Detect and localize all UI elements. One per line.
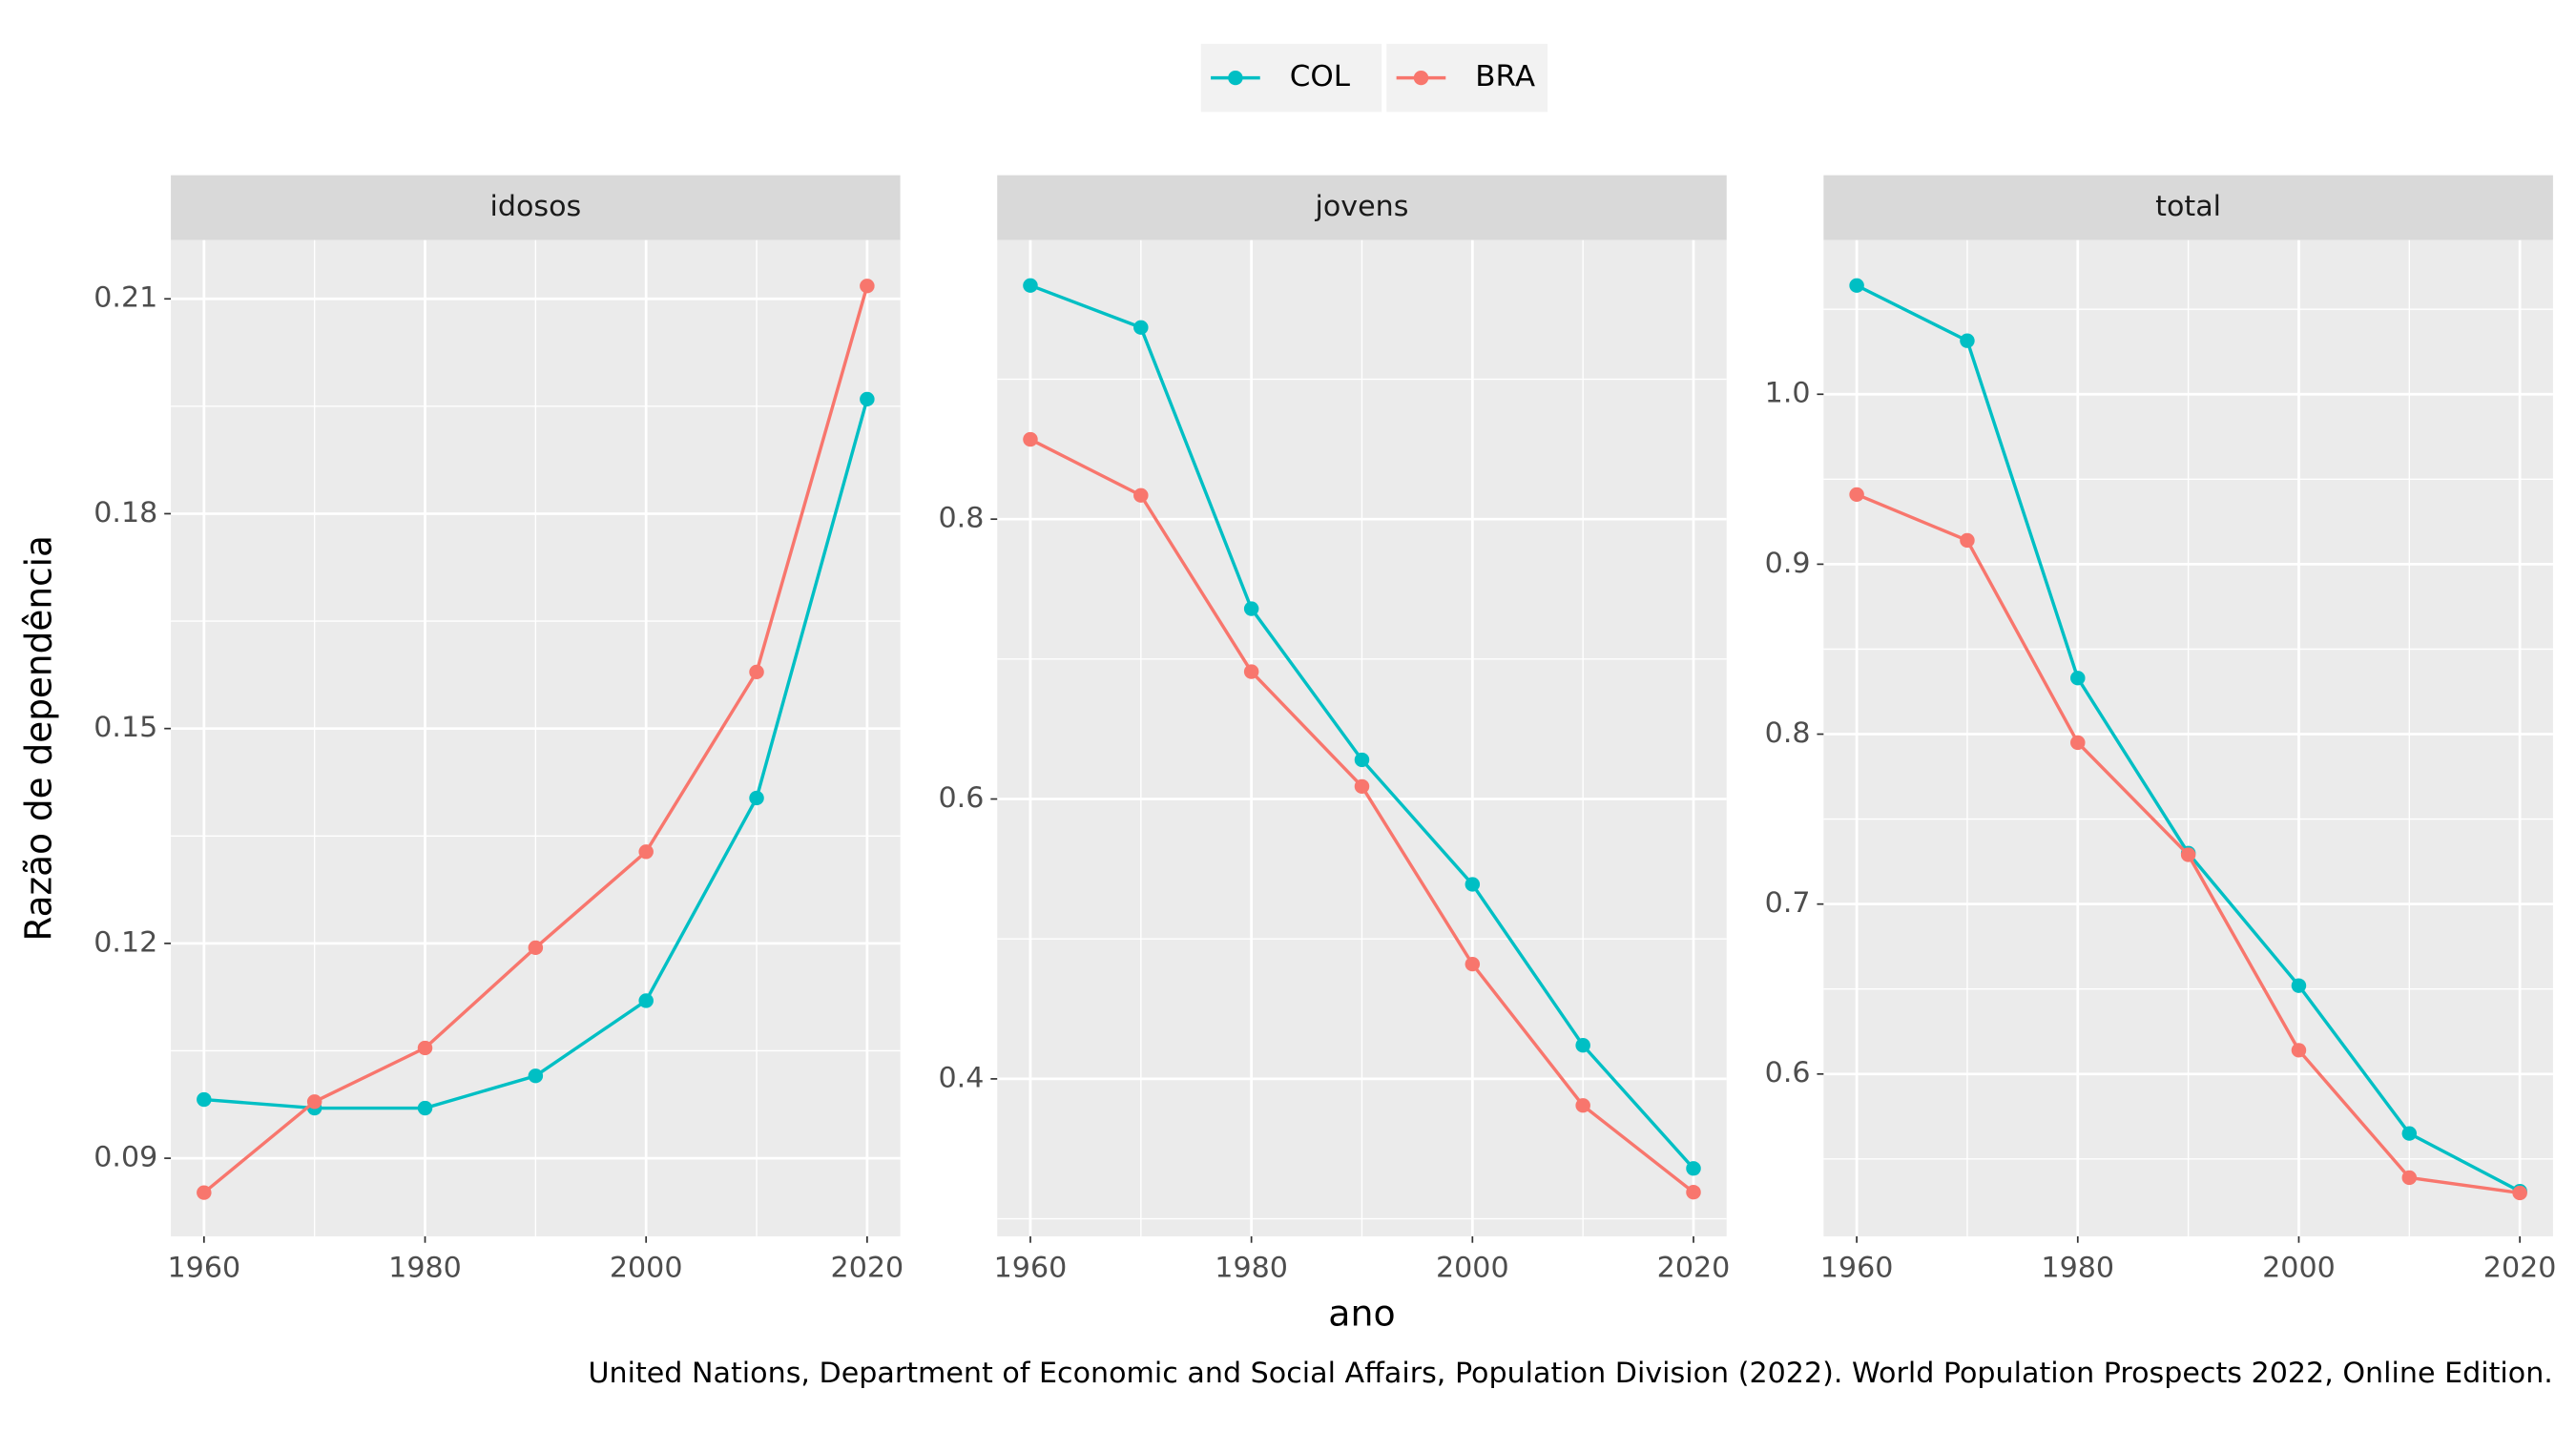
y-tick-label: 0.6 [1765,1056,1811,1089]
data-point [2291,978,2307,993]
data-point [2291,1043,2307,1058]
data-point [2401,1126,2418,1141]
legend-label: COL [1290,59,1350,93]
y-axis-title: Razão de dependência [17,535,59,941]
data-point [417,1040,433,1056]
data-point [749,664,764,680]
x-tick-label: 1960 [1820,1252,1894,1285]
legend-marker [1228,70,1243,86]
y-tick-label: 1.0 [1765,377,1811,410]
strip [1823,175,2553,240]
x-tick-label: 1980 [2041,1252,2114,1285]
data-point [2180,847,2196,862]
data-point [417,1100,433,1116]
data-point [1023,431,1038,447]
x-axis-title: ano [1328,1293,1395,1335]
x-tick-label: 2020 [2483,1252,2557,1285]
y-tick-label: 0.12 [93,925,157,959]
data-point [2070,671,2086,686]
data-point [1686,1185,1701,1200]
data-point [749,790,764,806]
caption: United Nations, Department of Economic a… [588,1357,2552,1390]
data-point [1686,1161,1701,1176]
x-tick-label: 2000 [610,1252,683,1285]
data-point [197,1185,212,1200]
data-point [860,279,875,294]
data-point [1023,278,1038,293]
x-tick-label: 1960 [167,1252,240,1285]
data-point [1575,1038,1590,1053]
panel-title: total [2155,190,2221,223]
data-point [528,940,544,956]
y-tick-label: 0.7 [1765,886,1811,920]
data-point [1465,956,1481,972]
data-point [1849,487,1864,503]
data-point [1465,877,1481,892]
y-tick-label: 0.21 [93,281,157,315]
y-tick-label: 0.8 [939,502,985,535]
x-tick-label: 2020 [1657,1252,1731,1285]
y-tick-label: 0.4 [939,1062,985,1095]
data-point [638,844,654,860]
data-point [1133,487,1149,503]
strip [171,175,901,240]
data-point [1960,532,1975,549]
strip [997,175,1727,240]
y-tick-label: 0.09 [93,1141,157,1174]
x-tick-label: 1960 [994,1252,1068,1285]
data-point [1575,1098,1590,1113]
data-point [1960,333,1975,348]
data-point [1354,778,1370,794]
data-point [1354,752,1370,768]
data-point [1133,320,1149,335]
data-point [860,391,875,407]
x-tick-label: 2020 [831,1252,904,1285]
panel-title: idosos [489,190,581,223]
data-point [1243,664,1259,679]
data-point [2512,1185,2527,1201]
data-point [638,993,654,1008]
y-tick-label: 0.9 [1765,547,1811,580]
legend-label: BRA [1475,59,1535,93]
x-tick-label: 1980 [1215,1252,1288,1285]
data-point [2401,1170,2418,1186]
x-tick-label: 1980 [388,1252,462,1285]
x-tick-label: 2000 [1436,1252,1509,1285]
legend-marker [1413,70,1429,86]
data-point [306,1094,322,1110]
data-point [1849,278,1864,293]
x-tick-label: 2000 [2262,1252,2336,1285]
data-point [528,1068,544,1084]
panel-title: jovens [1315,190,1409,223]
y-tick-label: 0.15 [93,711,157,744]
data-point [2070,735,2086,751]
data-point [197,1091,212,1108]
y-tick-label: 0.8 [1765,716,1811,750]
y-tick-label: 0.18 [93,496,157,529]
y-tick-label: 0.6 [939,781,985,815]
data-point [1243,601,1259,616]
